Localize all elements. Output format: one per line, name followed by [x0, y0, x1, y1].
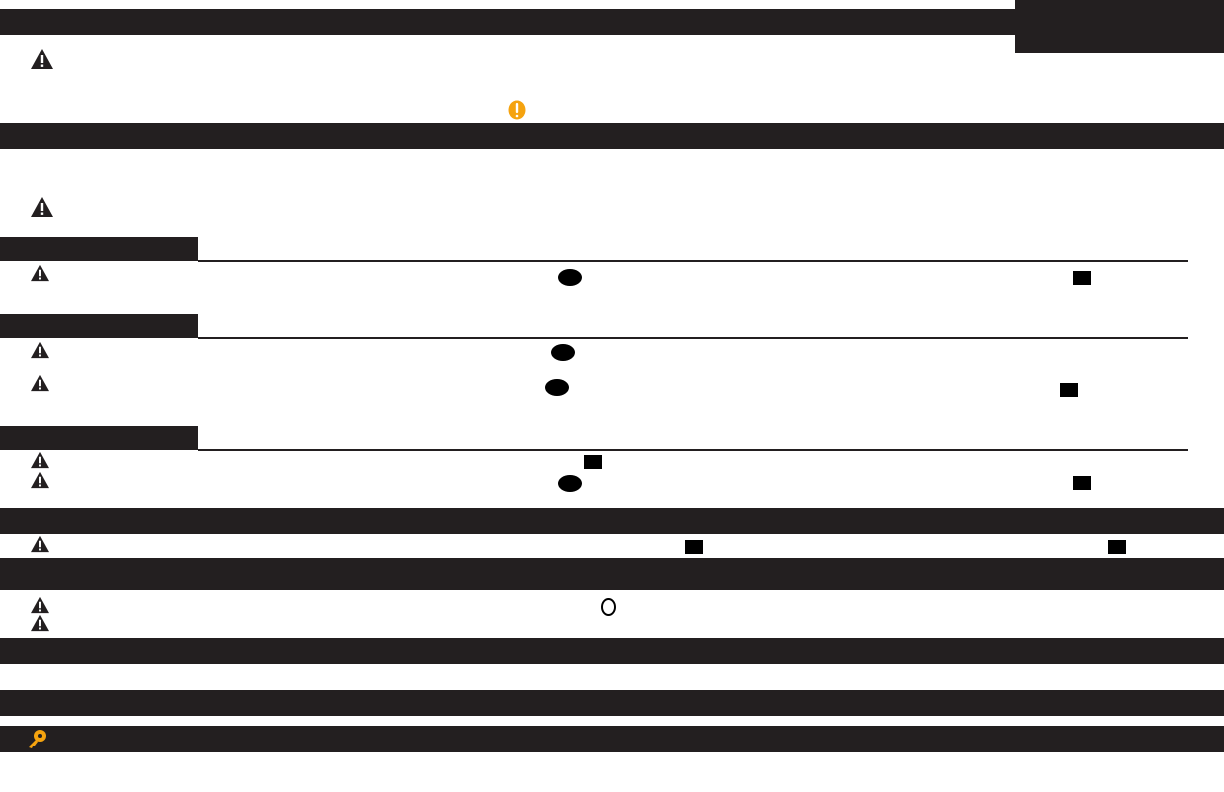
oval-marker-icon — [551, 344, 575, 361]
oval-marker-icon — [558, 269, 582, 286]
warning-triangle-icon — [31, 374, 49, 392]
oval-marker-icon — [545, 379, 569, 396]
warning-triangle-icon — [31, 197, 53, 217]
square-marker-icon — [1108, 540, 1126, 554]
square-marker-icon — [1060, 383, 1078, 397]
warning-triangle-icon — [31, 596, 49, 614]
section-header-band — [0, 508, 1224, 534]
subsection-rule — [198, 337, 1188, 339]
key-tip-icon — [29, 730, 46, 748]
square-marker-icon — [685, 540, 703, 554]
page-tab-block — [1015, 0, 1224, 53]
section-header-band — [0, 690, 1224, 716]
section-header-band — [0, 9, 1015, 35]
oval-marker-icon — [558, 475, 582, 492]
warning-triangle-icon — [31, 535, 49, 553]
subsection-tab — [0, 426, 198, 450]
subsection-tab — [0, 237, 198, 261]
square-marker-icon — [1073, 476, 1091, 490]
subsection-tab — [0, 314, 198, 338]
circle-outline-icon — [601, 598, 616, 616]
square-marker-icon — [1073, 271, 1091, 285]
warning-triangle-icon — [31, 451, 49, 469]
warning-triangle-icon — [31, 614, 49, 632]
warning-triangle-icon — [31, 264, 49, 282]
warning-triangle-icon — [31, 341, 49, 359]
square-marker-icon — [584, 455, 602, 469]
warning-triangle-icon — [31, 49, 53, 69]
section-header-band — [0, 558, 1224, 590]
warning-triangle-icon — [31, 471, 49, 489]
subsection-rule — [198, 449, 1188, 451]
subsection-rule — [198, 260, 1188, 262]
caution-exclamation-icon — [508, 100, 526, 120]
section-header-band — [0, 123, 1224, 149]
section-header-band — [0, 726, 1224, 752]
section-header-band — [0, 638, 1224, 664]
